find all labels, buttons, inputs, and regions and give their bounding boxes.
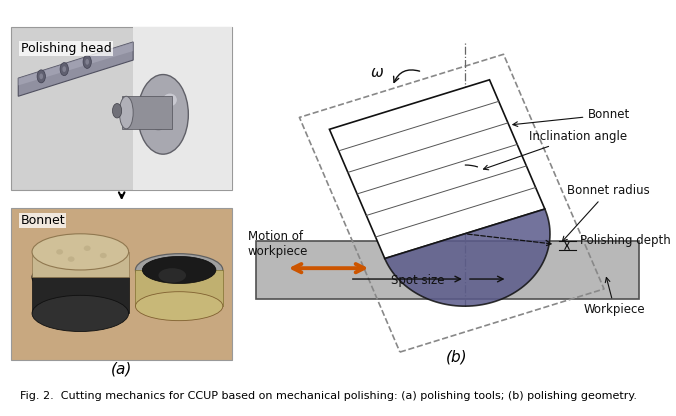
Text: Bonnet: Bonnet: [513, 108, 631, 126]
Circle shape: [112, 104, 122, 118]
Ellipse shape: [32, 295, 128, 332]
Ellipse shape: [84, 245, 91, 251]
Text: Polishing head: Polishing head: [20, 42, 112, 55]
Circle shape: [62, 66, 66, 72]
Ellipse shape: [68, 256, 74, 262]
Ellipse shape: [56, 249, 63, 255]
Text: ω: ω: [371, 65, 384, 80]
Ellipse shape: [135, 254, 223, 286]
Bar: [122, 96, 172, 129]
Bar: [256, 241, 639, 299]
Ellipse shape: [32, 259, 128, 295]
Circle shape: [60, 62, 68, 76]
Bar: [133, 27, 232, 191]
Text: Inclination angle: Inclination angle: [483, 130, 627, 170]
Circle shape: [37, 70, 45, 83]
Ellipse shape: [143, 256, 216, 284]
Bar: [11, 208, 232, 360]
Text: (b): (b): [445, 349, 467, 364]
Text: Bonnet radius: Bonnet radius: [562, 184, 650, 241]
Polygon shape: [18, 42, 133, 96]
Bar: [11, 27, 232, 191]
Circle shape: [83, 55, 91, 68]
Text: Spot size: Spot size: [391, 274, 444, 287]
Circle shape: [39, 74, 43, 79]
Circle shape: [138, 74, 189, 154]
Polygon shape: [18, 42, 133, 85]
Text: Workpiece: Workpiece: [584, 277, 646, 317]
Polygon shape: [32, 252, 128, 277]
Ellipse shape: [153, 120, 164, 131]
Circle shape: [85, 59, 89, 65]
Polygon shape: [135, 270, 223, 306]
Polygon shape: [32, 277, 128, 313]
Ellipse shape: [163, 94, 177, 106]
Ellipse shape: [135, 292, 223, 321]
Text: Fig. 2.  Cutting mechanics for CCUP based on mechanical polishing: (a) polishing: Fig. 2. Cutting mechanics for CCUP based…: [20, 391, 637, 401]
Ellipse shape: [100, 253, 107, 258]
Polygon shape: [329, 80, 545, 259]
Ellipse shape: [120, 96, 133, 129]
Ellipse shape: [32, 234, 128, 270]
Text: Bonnet: Bonnet: [20, 214, 65, 227]
Ellipse shape: [158, 268, 186, 282]
Text: (a): (a): [111, 362, 132, 377]
Polygon shape: [385, 209, 550, 306]
Text: Polishing depth: Polishing depth: [580, 234, 671, 247]
Text: Motion of
workpiece: Motion of workpiece: [247, 230, 308, 258]
